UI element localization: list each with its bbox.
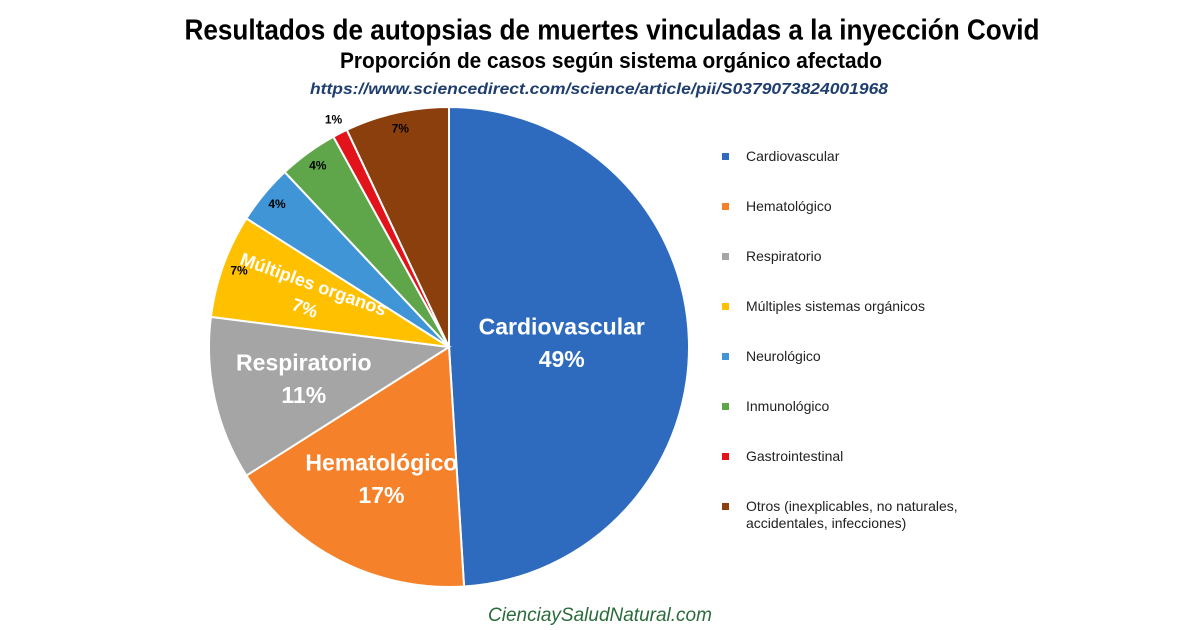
slice-label: Respiratorio 11% [236,350,371,408]
pie-slice [448,105,690,588]
legend-swatch [722,303,729,310]
legend-swatch [722,453,729,460]
slice-value: 49% [539,346,585,372]
legend-swatch [722,353,729,360]
small-value-label: 7% [392,121,410,135]
pie-slice [209,217,450,348]
footer: CienciaySaludNatural.com [488,605,712,626]
legend-label: Inmunológico [746,398,830,414]
legend-label: Hematológico [746,198,832,214]
small-value-label: 7% [230,264,248,278]
slice-label: Cardiovascular 49% [479,314,645,372]
pie-slice [244,345,466,588]
pie-slice [208,315,452,477]
small-value-label: 1% [325,112,343,126]
legend: Cardiovascular Hematológico Respiratorio Mú… [722,148,982,548]
legend-swatch [722,253,729,260]
chart-subtitle: Proporción de casos según sistema orgáni… [340,48,882,73]
small-value-label: 4% [268,197,286,211]
small-value-label: 4% [309,159,327,173]
slice-value: 11% [281,382,326,408]
slice-label: Hematológico 17% [305,450,457,508]
legend-swatch [722,503,729,510]
legend-item: Otros (inexplicables, no naturales, acci… [722,498,982,548]
legend-item: Respiratorio [722,248,982,298]
source: https://www.sciencedirect.com/science/ar… [310,81,888,98]
legend-item: Múltiples sistemas orgánicos [722,298,982,348]
chart-title: Resultados de autopsias de muertes vincu… [185,15,1040,47]
slice-name: Respiratorio [236,350,371,376]
legend-item: Inmunológico [722,398,982,448]
legend-swatch [722,153,729,160]
legend-swatch [722,203,729,210]
legend-label: Cardiovascular [746,148,840,164]
legend-label: Múltiples sistemas orgánicos [746,298,925,314]
legend-item: Cardiovascular [722,148,982,198]
legend-item: Neurológico [722,348,982,398]
legend-label: Respiratorio [746,248,822,264]
pie-slice [345,105,450,348]
legend-item: Hematológico [722,198,982,248]
legend-label: Gastrointestinal [746,448,844,464]
slice-value: 17% [358,482,404,508]
slice-name: Cardiovascular [479,314,645,340]
legend-label: Otros (inexplicables, no naturales, acci… [746,498,958,531]
legend-label: Neurológico [746,348,821,364]
legend-item: Gastrointestinal [722,448,982,498]
slice-name: Hematológico [305,450,457,476]
legend-swatch [722,403,729,410]
